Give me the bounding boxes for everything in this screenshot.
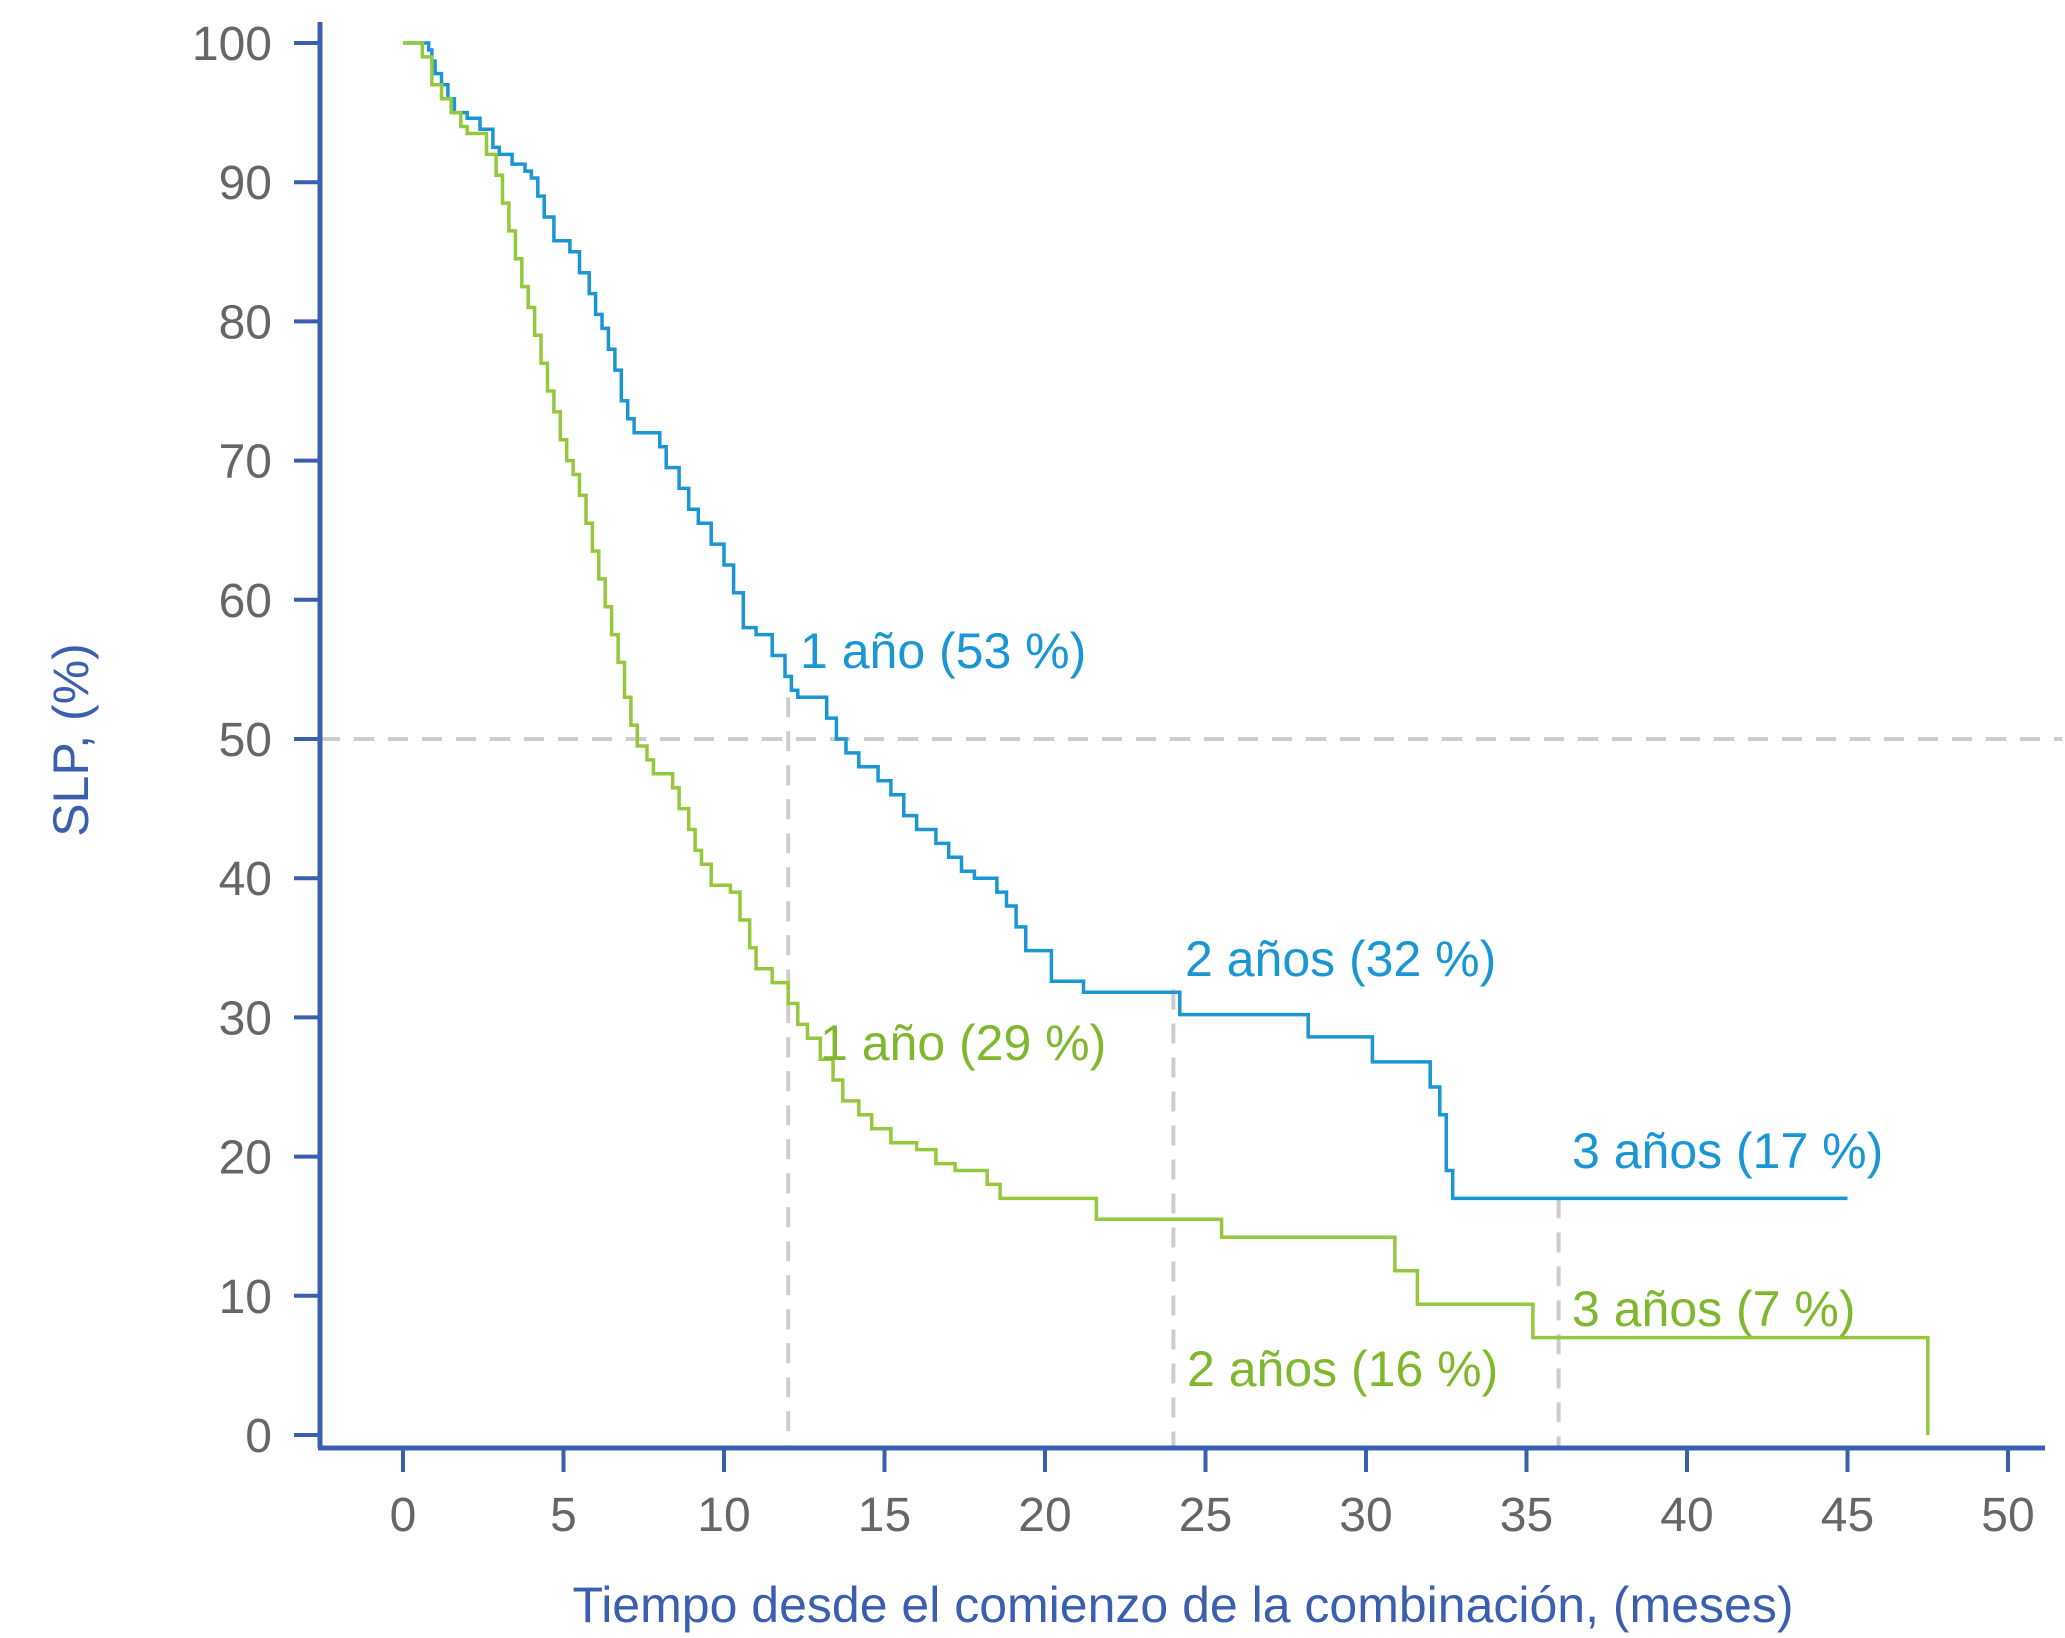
x-axis-title: Tiempo desde el comienzo de la combinaci… [573, 1577, 1794, 1633]
y-tick-label: 100 [192, 18, 272, 71]
y-axis-title: SLP, (%) [43, 643, 99, 837]
x-tick-label: 40 [1660, 1489, 1713, 1542]
landmark-annotation: 2 años (32 %) [1185, 931, 1496, 987]
axes [317, 22, 2045, 1451]
landmark-annotation: 1 año (53 %) [800, 623, 1086, 679]
y-tick-label: 10 [219, 1271, 272, 1324]
x-tick-label: 15 [858, 1489, 911, 1542]
series-line-blue [403, 41, 1848, 1201]
x-ticks: 0 5 10 15 20 25 30 35 40 45 50 [390, 1448, 2035, 1542]
annotations: 1 año (53 %) 2 años (32 %) 3 años (17 %) 1 … [800, 623, 1883, 1397]
x-tick-label: 45 [1821, 1489, 1874, 1542]
y-tick-label: 0 [245, 1410, 272, 1463]
series-lines [403, 41, 1930, 1435]
y-tick-label: 70 [219, 436, 272, 489]
y-tick-label: 60 [219, 575, 272, 628]
reference-lines [320, 697, 2062, 1448]
x-tick-label: 25 [1179, 1489, 1232, 1542]
x-tick-label: 5 [550, 1489, 577, 1542]
x-tick-label: 35 [1500, 1489, 1553, 1542]
y-tick-label: 30 [219, 992, 272, 1045]
x-tick-label: 10 [697, 1489, 750, 1542]
y-tick-label: 40 [219, 853, 272, 906]
x-tick-label: 50 [1981, 1489, 2034, 1542]
series-line-green [403, 41, 1930, 1435]
y-tick-label: 90 [219, 157, 272, 210]
landmark-annotation: 1 año (29 %) [820, 1015, 1106, 1071]
y-tick-label: 50 [219, 714, 272, 767]
x-tick-label: 30 [1339, 1489, 1392, 1542]
x-tick-label: 0 [390, 1489, 417, 1542]
landmark-annotation: 3 años (17 %) [1572, 1123, 1883, 1179]
landmark-annotation: 2 años (16 %) [1187, 1341, 1498, 1397]
y-tick-label: 20 [219, 1132, 272, 1185]
x-tick-label: 20 [1018, 1489, 1071, 1542]
y-tick-label: 80 [219, 296, 272, 349]
landmark-annotation: 3 años (7 %) [1572, 1281, 1855, 1337]
y-ticks: 0 10 20 30 40 50 60 70 80 90 100 [192, 18, 320, 1463]
